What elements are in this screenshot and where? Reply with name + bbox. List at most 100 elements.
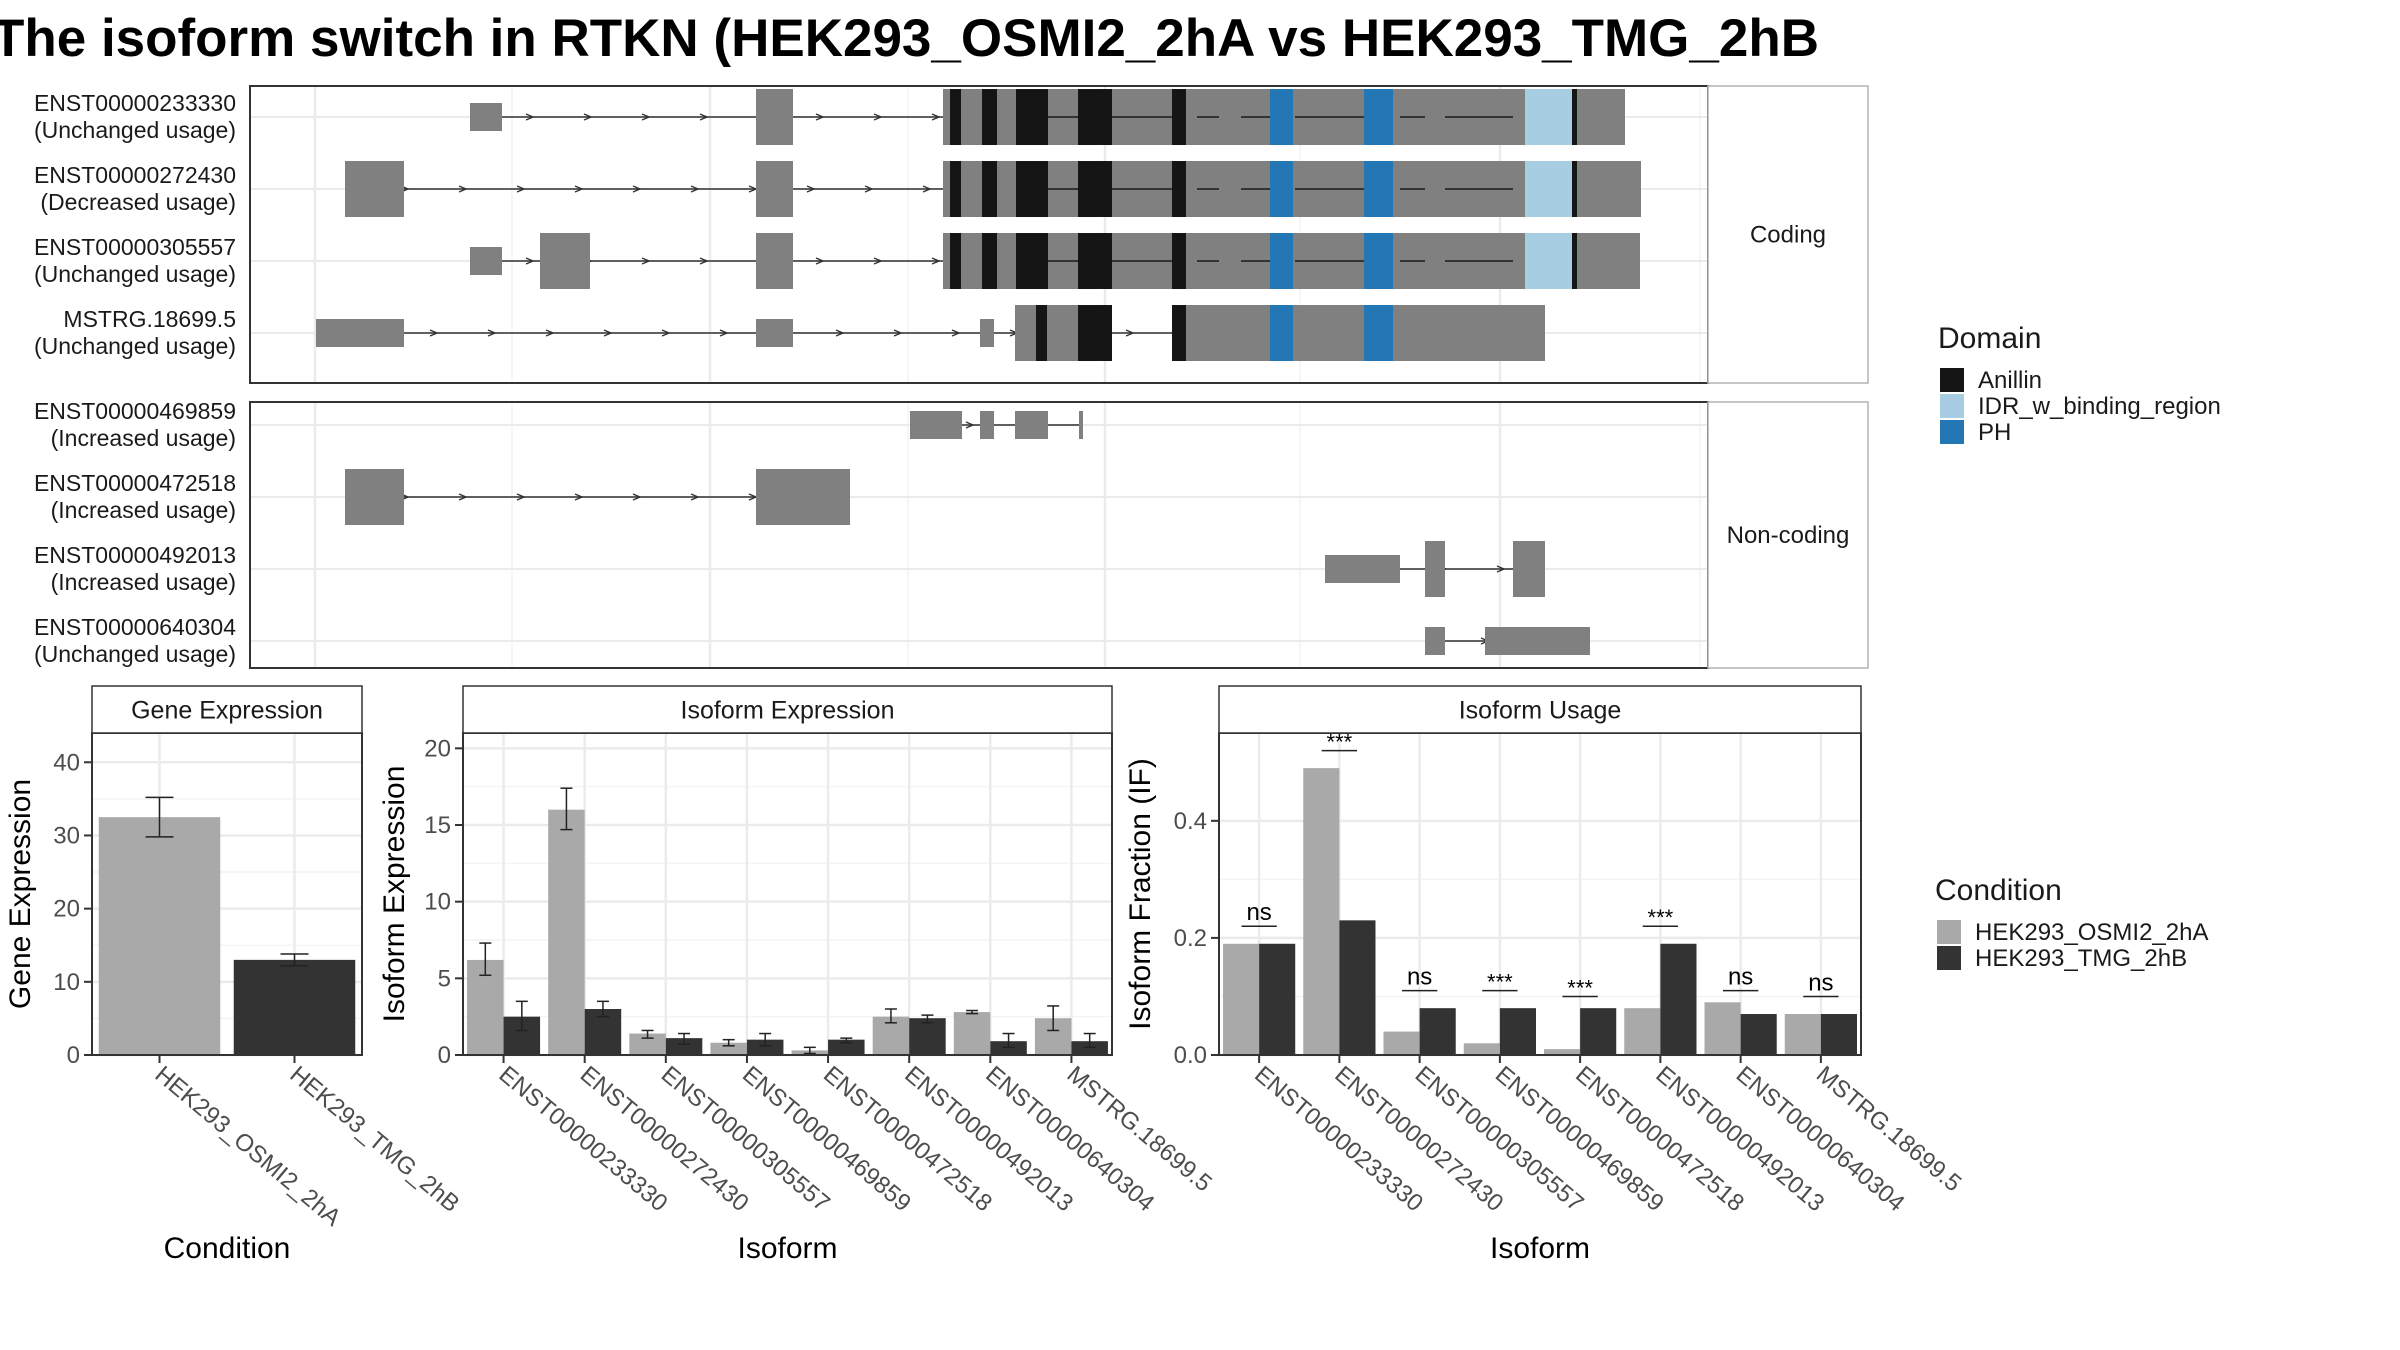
anillin-domain — [1172, 305, 1186, 361]
intron-segment — [1295, 188, 1364, 190]
significance-label: *** — [1487, 970, 1513, 995]
ph-domain — [1364, 89, 1393, 145]
facet-strip — [462, 685, 1113, 734]
ph-domain — [1270, 161, 1293, 217]
y-tick-label: 10 — [53, 969, 80, 996]
anillin-domain — [950, 161, 961, 217]
strand-arrow — [574, 185, 584, 193]
intron-segment — [1112, 260, 1172, 262]
strand-arrow — [429, 329, 439, 337]
strand-arrow — [690, 493, 700, 501]
structure-subpanel: ENST00000233330(Unchanged usage)ENST0000… — [34, 85, 1869, 384]
exon-block — [1425, 627, 1445, 655]
intron-segment — [1295, 260, 1364, 262]
exon-block — [345, 469, 404, 525]
facet-strip — [1707, 401, 1869, 669]
transcript-usage-label: (Unchanged usage) — [34, 117, 236, 143]
figure-title: The isoform switch in RTKN (HEK293_OSMI2… — [0, 9, 1819, 68]
bar — [1784, 1014, 1821, 1055]
transcript-track — [910, 411, 1083, 439]
bar — [1820, 1014, 1857, 1055]
exon-block — [1425, 89, 1445, 145]
anillin-domain — [1078, 89, 1112, 145]
exon-block — [1325, 555, 1400, 583]
strand-arrow — [487, 329, 497, 337]
bar — [1660, 943, 1697, 1055]
exon-block — [1513, 233, 1525, 289]
intron-segment — [1196, 188, 1219, 190]
transcript-id-label: MSTRG.18699.5 — [63, 306, 236, 332]
ph-domain — [1364, 161, 1393, 217]
exon-block — [756, 319, 793, 347]
idr-domain — [1525, 161, 1572, 217]
transcript-usage-label: (Increased usage) — [51, 569, 236, 595]
facet-strip — [1707, 85, 1869, 384]
transcript-id-label: ENST00000305557 — [34, 234, 236, 260]
isoform-expression-chart: Isoform Expression05101520ENST0000023333… — [378, 685, 1217, 1265]
exon-block — [756, 161, 793, 217]
anillin-domain — [982, 233, 997, 289]
anillin-domain — [950, 233, 961, 289]
anillin-domain — [1172, 233, 1186, 289]
exon-block — [756, 469, 850, 525]
intron-segment — [1048, 260, 1078, 262]
exon-block — [470, 247, 502, 275]
exon-block — [1219, 305, 1241, 361]
y-tick-label: 15 — [424, 812, 451, 839]
bar — [1499, 1008, 1536, 1055]
strand-arrow — [864, 185, 874, 193]
transcript-usage-label: (Unchanged usage) — [34, 261, 236, 287]
bar — [1704, 1002, 1741, 1055]
intron-segment — [1445, 260, 1513, 262]
bar — [710, 1042, 747, 1055]
strand-arrow — [458, 493, 468, 501]
transcript-id-label: ENST00000469859 — [34, 398, 236, 424]
anillin-domain — [1078, 161, 1112, 217]
y-tick-label: 20 — [53, 896, 80, 923]
anillin-domain — [1016, 233, 1048, 289]
facet-strip-label: Non-coding — [1727, 522, 1850, 549]
strand-arrow — [873, 257, 883, 265]
intron-segment — [1400, 116, 1425, 118]
strand-arrow — [641, 257, 651, 265]
legend-label: PH — [1978, 419, 2011, 446]
bar — [1740, 1014, 1777, 1055]
intron-segment — [1445, 188, 1513, 190]
significance-label: *** — [1567, 975, 1593, 1000]
y-tick-label: 20 — [424, 735, 451, 762]
chart-title: Isoform Usage — [1459, 697, 1622, 725]
intron-segment — [1112, 188, 1172, 190]
legend-key — [1940, 394, 1964, 418]
anillin-domain — [1572, 233, 1577, 289]
intron-segment — [1048, 116, 1078, 118]
x-axis-title: Isoform — [737, 1232, 837, 1265]
strand-arrow — [603, 329, 613, 337]
idr-domain — [1525, 233, 1572, 289]
exon-block — [1425, 161, 1445, 217]
intron-segment — [1400, 188, 1425, 190]
bar — [1339, 920, 1376, 1055]
transcript-usage-label: (Decreased usage) — [40, 189, 236, 215]
exon-block — [1425, 233, 1445, 289]
condition-legend-title: Condition — [1935, 874, 2062, 907]
intron-segment — [1241, 188, 1270, 190]
strand-arrow — [699, 257, 709, 265]
strand-arrow — [525, 113, 535, 121]
domain-legend-title: Domain — [1938, 322, 2041, 355]
exon-block — [1485, 627, 1590, 655]
exon-block — [1513, 89, 1525, 145]
exon-block — [756, 233, 793, 289]
strand-arrow — [516, 185, 526, 193]
anillin-domain — [1078, 305, 1112, 361]
significance-label: *** — [1648, 905, 1674, 930]
x-axis-title: Condition — [164, 1232, 291, 1265]
bar — [665, 1038, 703, 1055]
strand-arrow — [632, 493, 642, 501]
exon-block — [1585, 161, 1641, 217]
significance-label: ns — [1407, 964, 1432, 991]
y-tick-label: 0 — [67, 1042, 80, 1069]
exon-block — [1188, 89, 1197, 145]
y-axis-title: Isoform Expression — [378, 766, 411, 1023]
